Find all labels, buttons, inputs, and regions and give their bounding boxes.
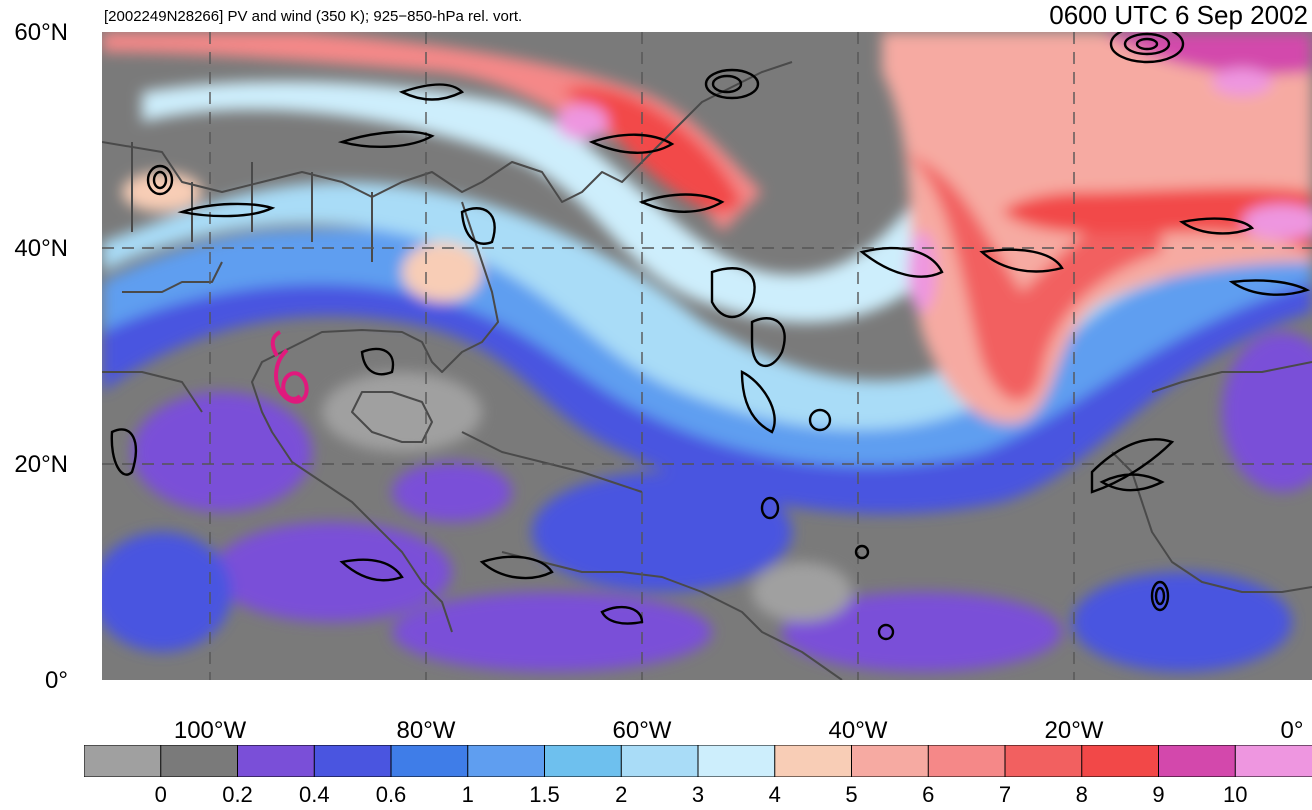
map-panel: [102, 32, 1312, 680]
colorbar-swatch: [620, 744, 699, 778]
lat-label-0: 0°: [45, 667, 68, 694]
colorbar-swatch: [1158, 744, 1237, 778]
colorbar-swatch: [1004, 744, 1083, 778]
colorbar-swatch: [160, 744, 239, 778]
colorbar-tick-label: 10: [1223, 782, 1248, 807]
colorbar-tick-label: 4: [768, 782, 781, 807]
colorbar-tick-label: 8: [1075, 782, 1088, 807]
plot-title: 0600 UTC 6 Sep 2002: [1049, 0, 1308, 30]
colorbar-swatch: [467, 744, 546, 778]
colorbar-swatch: [774, 744, 853, 778]
lat-label-40n: 40°N: [14, 235, 68, 262]
colorbar-swatch: [544, 744, 623, 778]
colorbar-swatch: [237, 744, 316, 778]
colorbar-tick-label: 1.5: [529, 782, 560, 807]
colorbar-tick-label: 7: [998, 782, 1012, 807]
plot-subtitle: [2002249N28266] PV and wind (350 K); 925…: [104, 8, 523, 25]
colorbar-swatch: [851, 744, 930, 778]
colorbar-tick-label: 0.4: [299, 782, 330, 807]
colorbar-tick-label: 3: [691, 782, 705, 807]
lon-label-0: 0°: [1280, 717, 1304, 744]
colorbar-tick-label: 5: [845, 782, 858, 807]
colorbar-labels: 0 0.2 0.4 0.6 1 1.5 2 3 4 5 6 7 8 9 10: [0, 783, 1312, 809]
colorbar-swatch: [697, 744, 776, 778]
colorbar-tick-label: 0.2: [222, 782, 253, 807]
colorbar-swatch: [1081, 744, 1160, 778]
colorbar-tick-label: 0: [154, 782, 167, 807]
storm-track-marker: [270, 330, 309, 404]
lon-label-40w: 40°W: [828, 717, 888, 744]
colorbar: [83, 744, 1312, 778]
lon-label-60w: 60°W: [612, 717, 672, 744]
colorbar-swatch: [1234, 744, 1312, 778]
colorbar-swatch: [83, 744, 162, 778]
colorbar-tick-label: 6: [922, 782, 935, 807]
lon-label-20w: 20°W: [1044, 717, 1104, 744]
colorbar-swatch: [927, 744, 1006, 778]
lat-label-60n: 60°N: [14, 19, 68, 46]
lat-label-20n: 20°N: [14, 451, 68, 478]
map-field: [102, 32, 1312, 680]
colorbar-tick-label: 2: [615, 782, 628, 807]
lon-label-80w: 80°W: [396, 717, 456, 744]
colorbar-swatch: [390, 744, 469, 778]
colorbar-tick-label: 1: [461, 782, 474, 807]
colorbar-tick-label: 9: [1152, 782, 1165, 807]
colorbar-swatches: [83, 744, 1312, 778]
colorbar-swatch: [313, 744, 392, 778]
lon-label-100w: 100°W: [173, 717, 247, 744]
colorbar-tick-label: 0.6: [375, 782, 407, 807]
